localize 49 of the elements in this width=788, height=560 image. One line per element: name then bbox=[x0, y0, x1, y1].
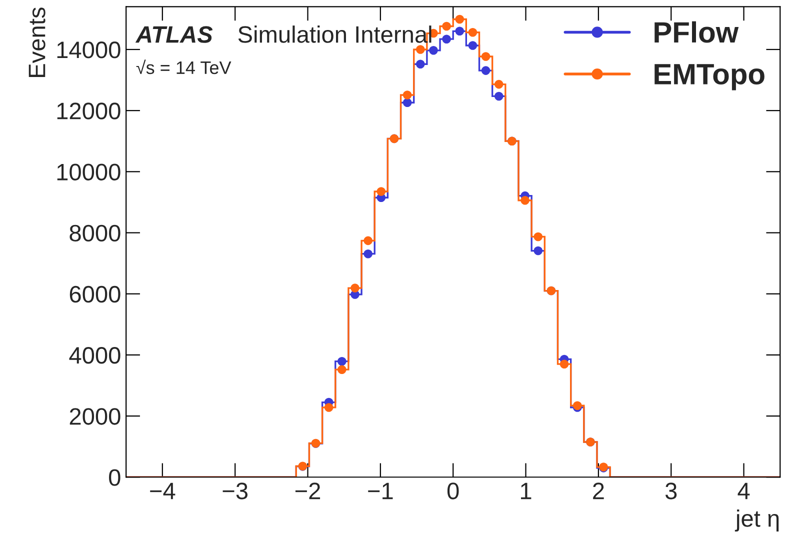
y-tick-label: 8000 bbox=[70, 224, 120, 242]
x-tick-label: −4 bbox=[150, 482, 176, 500]
legend-label: PFlow bbox=[654, 21, 739, 43]
point bbox=[560, 360, 569, 368]
point bbox=[481, 52, 490, 61]
annotation: √s = 14 TeV bbox=[136, 60, 232, 74]
x-tick-label: 4 bbox=[738, 482, 750, 500]
point bbox=[338, 356, 346, 366]
point bbox=[402, 90, 412, 100]
point bbox=[429, 46, 438, 55]
point bbox=[520, 196, 530, 205]
point bbox=[324, 403, 334, 412]
point bbox=[402, 98, 412, 108]
point bbox=[442, 34, 451, 44]
y-tick-label: 10000 bbox=[57, 164, 120, 180]
y-tick-label: 14000 bbox=[57, 42, 120, 58]
y-tick-label: 0 bbox=[109, 469, 120, 486]
point bbox=[416, 45, 425, 54]
y-tick-label: 2000 bbox=[70, 408, 120, 425]
x-tick-label: −3 bbox=[222, 482, 248, 500]
point bbox=[364, 249, 372, 258]
legend-label: EMTopo bbox=[654, 64, 764, 90]
x-tick-label: 3 bbox=[665, 482, 677, 500]
annotation: ATLAS bbox=[135, 26, 213, 43]
point bbox=[338, 365, 346, 374]
x-axis-title: jet η bbox=[734, 510, 779, 532]
point bbox=[455, 26, 464, 36]
point bbox=[455, 14, 464, 24]
point bbox=[350, 284, 360, 292]
point bbox=[376, 187, 386, 196]
x-tick-label: −1 bbox=[368, 482, 393, 500]
y-tick-label: 6000 bbox=[70, 286, 120, 303]
point bbox=[534, 246, 543, 256]
y-tick-label: 12000 bbox=[57, 102, 120, 120]
x-tick-label: 1 bbox=[521, 482, 532, 500]
point bbox=[468, 41, 478, 50]
point bbox=[468, 28, 478, 37]
point bbox=[364, 236, 372, 246]
x-tick-label: 2 bbox=[593, 482, 604, 500]
x-tick-label: 0 bbox=[447, 482, 459, 500]
y-tick-label: 4000 bbox=[69, 347, 120, 364]
point bbox=[442, 22, 451, 31]
x-tick-label: −2 bbox=[295, 482, 320, 500]
point bbox=[481, 66, 490, 75]
point bbox=[534, 232, 543, 242]
point bbox=[416, 60, 425, 69]
point bbox=[494, 80, 504, 89]
point bbox=[494, 92, 504, 101]
y-axis-title: Events bbox=[28, 8, 46, 77]
